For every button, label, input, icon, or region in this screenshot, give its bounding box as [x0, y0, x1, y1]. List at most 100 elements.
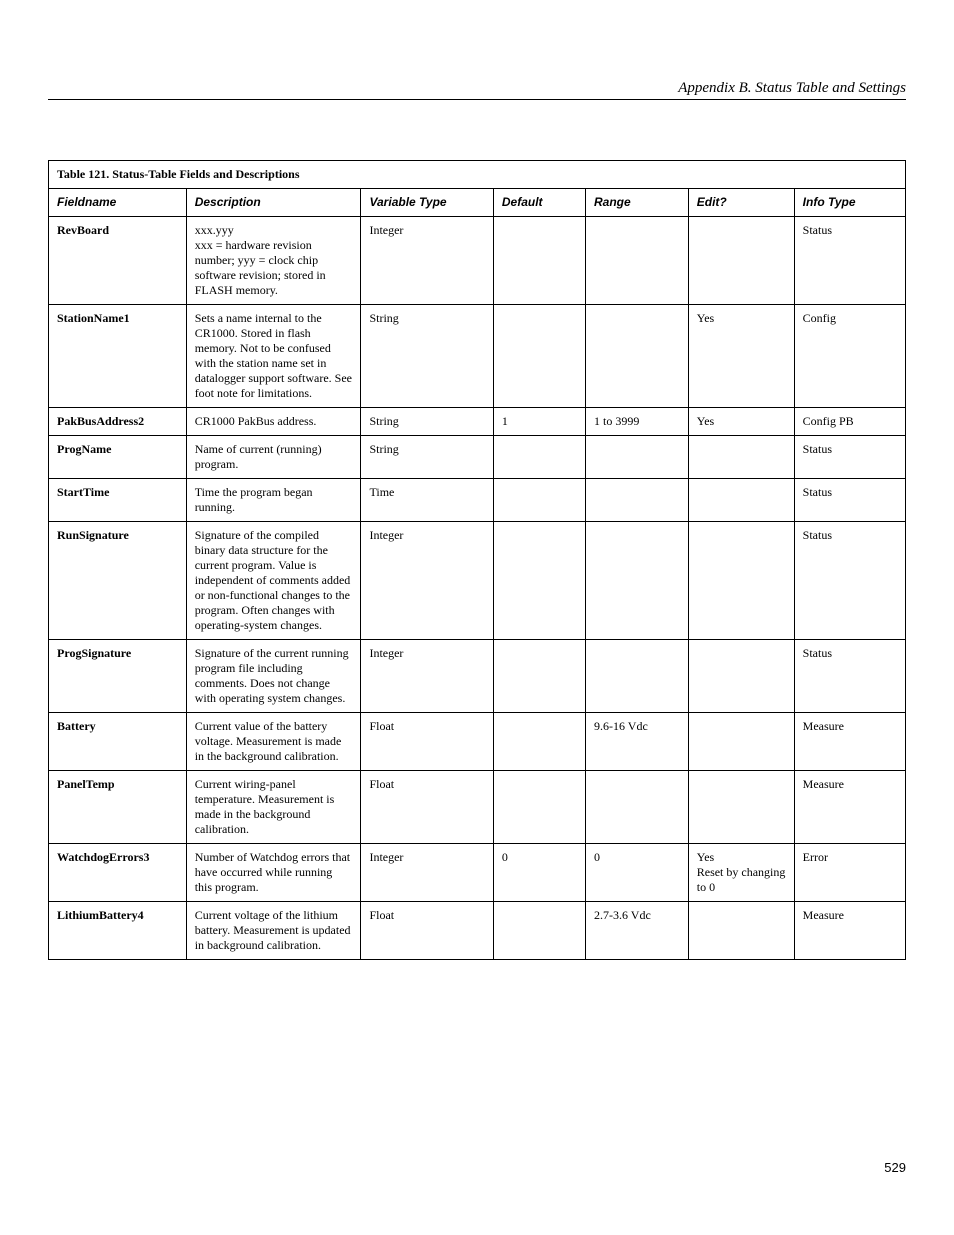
col-info-type: Info Type	[794, 189, 905, 217]
page-number: 529	[48, 1160, 906, 1175]
default-cell	[493, 217, 585, 305]
range-cell	[586, 640, 689, 713]
info-type-cell: Status	[794, 217, 905, 305]
fieldname-cell: ProgName	[49, 436, 187, 479]
fieldname-cell: ProgSignature	[49, 640, 187, 713]
range-cell	[586, 217, 689, 305]
range-cell: 1 to 3999	[586, 408, 689, 436]
variable-type-cell: Integer	[361, 844, 493, 902]
edit-cell: Yes	[688, 408, 794, 436]
range-cell	[586, 522, 689, 640]
range-cell: 9.6-16 Vdc	[586, 713, 689, 771]
info-type-cell: Config PB	[794, 408, 905, 436]
default-cell	[493, 522, 585, 640]
edit-cell	[688, 640, 794, 713]
info-type-cell: Status	[794, 436, 905, 479]
table-header-row: Fieldname Description Variable Type Defa…	[49, 189, 906, 217]
range-cell	[586, 479, 689, 522]
default-cell	[493, 640, 585, 713]
info-type-cell: Measure	[794, 713, 905, 771]
description-cell: xxx.yyyxxx = hardware revision number; y…	[186, 217, 361, 305]
edit-cell	[688, 479, 794, 522]
edit-cell: YesReset by changing to 0	[688, 844, 794, 902]
variable-type-cell: Float	[361, 902, 493, 960]
info-type-cell: Status	[794, 522, 905, 640]
fieldname-cell: PanelTemp	[49, 771, 187, 844]
edit-cell: Yes	[688, 305, 794, 408]
edit-cell	[688, 771, 794, 844]
range-cell	[586, 305, 689, 408]
info-type-cell: Error	[794, 844, 905, 902]
info-type-cell: Measure	[794, 771, 905, 844]
table-title-row: Table 121. Status-Table Fields and Descr…	[49, 161, 906, 189]
variable-type-cell: Float	[361, 713, 493, 771]
variable-type-cell: Integer	[361, 522, 493, 640]
description-cell: Current voltage of the lithium battery. …	[186, 902, 361, 960]
table-row: StartTimeTime the program began running.…	[49, 479, 906, 522]
edit-cell	[688, 522, 794, 640]
col-edit: Edit?	[688, 189, 794, 217]
edit-cell	[688, 217, 794, 305]
col-fieldname: Fieldname	[49, 189, 187, 217]
edit-cell	[688, 713, 794, 771]
col-description: Description	[186, 189, 361, 217]
description-cell: CR1000 PakBus address.	[186, 408, 361, 436]
description-cell: Name of current (running) program.	[186, 436, 361, 479]
fieldname-cell: StationName1	[49, 305, 187, 408]
running-header: Appendix B. Status Table and Settings	[48, 80, 906, 100]
default-cell	[493, 479, 585, 522]
default-cell	[493, 436, 585, 479]
fieldname-cell: LithiumBattery4	[49, 902, 187, 960]
edit-cell	[688, 902, 794, 960]
variable-type-cell: Integer	[361, 217, 493, 305]
col-variable-type: Variable Type	[361, 189, 493, 217]
description-cell: Signature of the current running program…	[186, 640, 361, 713]
variable-type-cell: String	[361, 436, 493, 479]
variable-type-cell: Float	[361, 771, 493, 844]
variable-type-cell: String	[361, 408, 493, 436]
page: Appendix B. Status Table and Settings Ta…	[0, 0, 954, 1215]
table-title: Table 121. Status-Table Fields and Descr…	[49, 161, 906, 189]
description-cell: Number of Watchdog errors that have occu…	[186, 844, 361, 902]
range-cell: 2.7-3.6 Vdc	[586, 902, 689, 960]
description-cell: Current value of the battery voltage. Me…	[186, 713, 361, 771]
info-type-cell: Config	[794, 305, 905, 408]
default-cell	[493, 902, 585, 960]
table-row: RunSignatureSignature of the compiled bi…	[49, 522, 906, 640]
fieldname-cell: RevBoard	[49, 217, 187, 305]
fieldname-cell: RunSignature	[49, 522, 187, 640]
fieldname-cell: PakBusAddress2	[49, 408, 187, 436]
default-cell	[493, 771, 585, 844]
table-row: LithiumBattery4Current voltage of the li…	[49, 902, 906, 960]
table-row: ProgSignatureSignature of the current ru…	[49, 640, 906, 713]
table-row: PakBusAddress2CR1000 PakBus address.Stri…	[49, 408, 906, 436]
info-type-cell: Status	[794, 479, 905, 522]
table-row: PanelTempCurrent wiring-panel temperatur…	[49, 771, 906, 844]
description-cell: Current wiring-panel temperature. Measur…	[186, 771, 361, 844]
table-row: ProgNameName of current (running) progra…	[49, 436, 906, 479]
table-row: StationName1Sets a name internal to the …	[49, 305, 906, 408]
range-cell: 0	[586, 844, 689, 902]
table-row: RevBoardxxx.yyyxxx = hardware revision n…	[49, 217, 906, 305]
variable-type-cell: Time	[361, 479, 493, 522]
edit-cell	[688, 436, 794, 479]
description-cell: Time the program began running.	[186, 479, 361, 522]
table-row: BatteryCurrent value of the battery volt…	[49, 713, 906, 771]
range-cell	[586, 771, 689, 844]
info-type-cell: Measure	[794, 902, 905, 960]
variable-type-cell: String	[361, 305, 493, 408]
info-type-cell: Status	[794, 640, 905, 713]
col-range: Range	[586, 189, 689, 217]
default-cell: 0	[493, 844, 585, 902]
description-cell: Sets a name internal to the CR1000. Stor…	[186, 305, 361, 408]
fieldname-cell: StartTime	[49, 479, 187, 522]
variable-type-cell: Integer	[361, 640, 493, 713]
fieldname-cell: Battery	[49, 713, 187, 771]
default-cell	[493, 713, 585, 771]
col-default: Default	[493, 189, 585, 217]
table-row: WatchdogErrors3Number of Watchdog errors…	[49, 844, 906, 902]
default-cell: 1	[493, 408, 585, 436]
fieldname-cell: WatchdogErrors3	[49, 844, 187, 902]
range-cell	[586, 436, 689, 479]
status-table: Table 121. Status-Table Fields and Descr…	[48, 160, 906, 960]
